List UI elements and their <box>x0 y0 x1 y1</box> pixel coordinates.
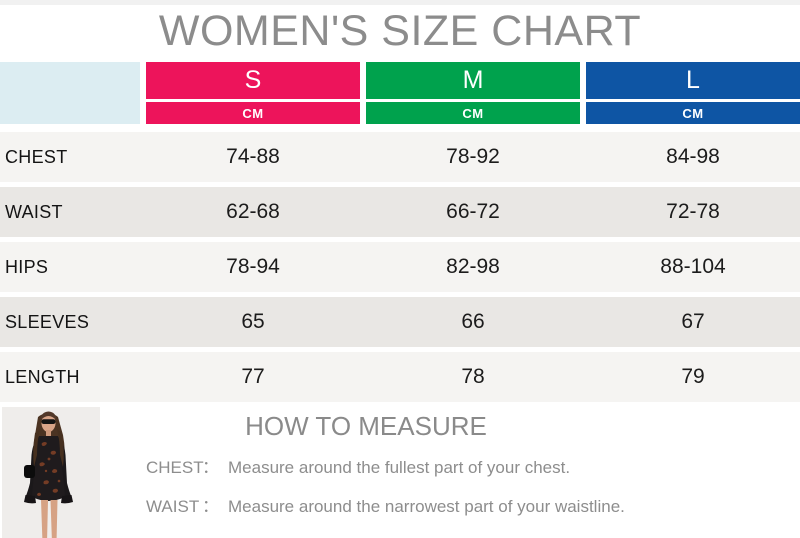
cell-value: 84-98 <box>666 145 720 169</box>
measure-description: Measure around the narrowest part of you… <box>228 497 625 517</box>
cell-value: 65 <box>241 310 265 334</box>
column-head-l: L CM <box>586 62 800 125</box>
size-label-s: S <box>146 62 360 100</box>
cell-value: 79 <box>681 365 705 389</box>
measure-term: HIPS <box>146 536 202 538</box>
top-strip <box>0 0 800 5</box>
row-label: CHEST <box>5 146 68 167</box>
measure-description: Measure around the fullest part of your … <box>228 536 602 538</box>
measure-item-waist: WAIST： Measure around the narrowest part … <box>146 492 625 517</box>
cell-value: 66-72 <box>446 200 500 224</box>
cell-value: 72-78 <box>666 200 720 224</box>
size-label-m: M <box>366 62 580 100</box>
size-chart-table: S CM M CM L CM CHEST 74-88 78-92 84-98 W… <box>0 62 800 403</box>
column-head-s: S CM <box>146 62 360 125</box>
model-photo <box>2 407 100 538</box>
size-label-l: L <box>586 62 800 100</box>
cell-value: 88-104 <box>660 255 726 279</box>
unit-label-l: CM <box>586 102 800 125</box>
cell-value: 77 <box>241 365 265 389</box>
cell-value: 78-92 <box>446 145 500 169</box>
unit-label-m: CM <box>366 102 580 125</box>
size-chart-header: S CM M CM L CM <box>0 62 800 125</box>
column-head-m: M CM <box>366 62 580 125</box>
table-row-chest: CHEST 74-88 78-92 84-98 <box>0 132 800 183</box>
measure-separator: ： <box>202 458 219 478</box>
cell-value: 82-98 <box>446 255 500 279</box>
measure-term: CHEST <box>146 458 204 478</box>
cell-value: 67 <box>681 310 705 334</box>
measure-item-chest: CHEST： Measure around the fullest part of… <box>146 453 606 478</box>
cell-value: 62-68 <box>226 200 280 224</box>
how-to-measure-text: HOW TO MEASURE CHEST： Measure around the … <box>146 407 625 538</box>
row-label: HIPS <box>5 256 49 277</box>
measure-description: Measure around the fullest part of your … <box>228 458 571 478</box>
cell-value: 78-94 <box>226 255 280 279</box>
measure-separator: ： <box>202 497 219 517</box>
row-label: SLEEVES <box>5 311 90 332</box>
cell-value: 66 <box>461 310 485 334</box>
table-row-hips: HIPS 78-94 82-98 88-104 <box>0 242 800 293</box>
table-row-length: LENGTH 77 78 79 <box>0 352 800 403</box>
table-row-waist: WAIST 62-68 66-72 72-78 <box>0 187 800 238</box>
how-to-measure-section: HOW TO MEASURE CHEST： Measure around the … <box>0 407 800 538</box>
row-label: WAIST <box>5 201 63 222</box>
measure-item-hips: HIPS： Measure around the fullest part of … <box>146 531 606 538</box>
row-label: LENGTH <box>5 366 80 387</box>
cell-value: 74-88 <box>226 145 280 169</box>
size-chart-body: CHEST 74-88 78-92 84-98 WAIST 62-68 66-7… <box>0 132 800 403</box>
cell-value: 78 <box>461 365 485 389</box>
unit-label-s: CM <box>146 102 360 125</box>
corner-cell <box>0 62 140 125</box>
table-row-sleeves: SLEEVES 65 66 67 <box>0 297 800 348</box>
page-title: WOMEN'S SIZE CHART <box>158 7 642 55</box>
measure-separator: ： <box>202 531 219 538</box>
how-to-measure-title: HOW TO MEASURE <box>245 411 487 442</box>
measure-term: WAIST <box>146 497 200 517</box>
